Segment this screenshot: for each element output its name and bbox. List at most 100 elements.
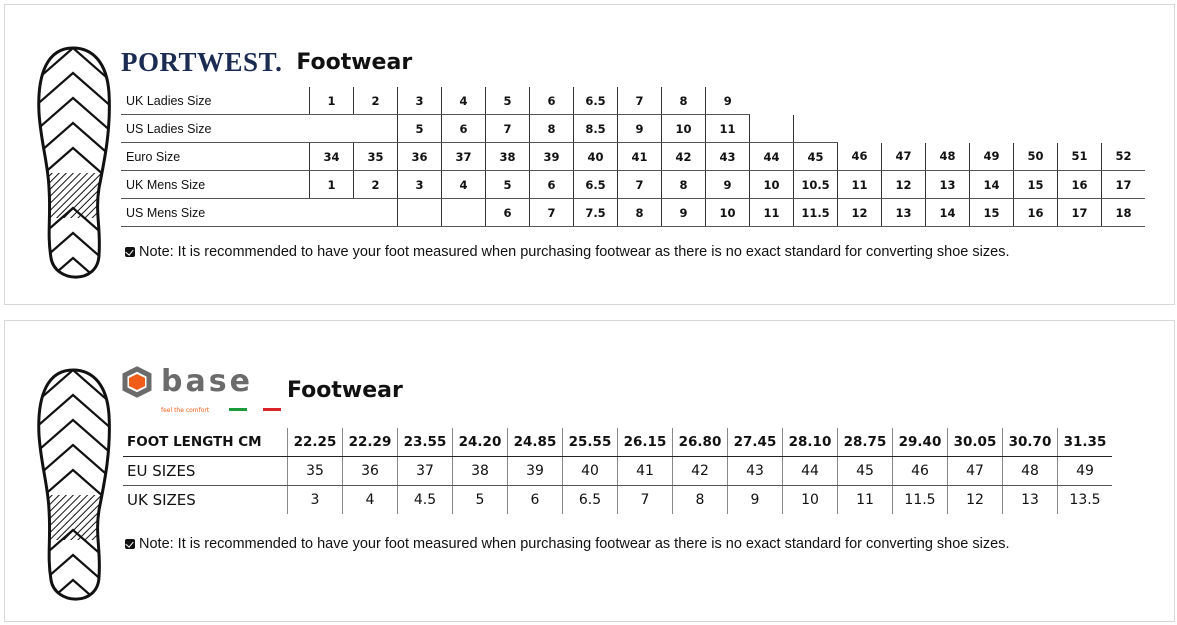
size-cell: 28.10 — [782, 428, 838, 457]
size-cell: 18 — [1101, 198, 1145, 227]
size-cell — [794, 87, 838, 115]
size-cell — [882, 87, 926, 115]
size-cell — [309, 114, 354, 143]
size-cell: 43 — [705, 142, 750, 171]
size-cell: 11.5 — [793, 198, 838, 227]
size-cell: 5 — [485, 170, 530, 199]
size-cell: 51 — [1057, 142, 1102, 171]
size-cell — [309, 198, 354, 227]
size-cell: 23.55 — [397, 428, 453, 457]
row-label: EU SIZES — [123, 456, 288, 486]
size-cell — [1014, 87, 1058, 115]
size-cell: 9 — [661, 198, 706, 227]
size-cell — [793, 114, 838, 143]
size-cell: 49 — [969, 142, 1014, 171]
size-cell — [970, 115, 1014, 143]
size-cell: 7 — [617, 170, 662, 199]
base-panel: base feel the comfort Footwear FOOT LENG… — [4, 320, 1175, 622]
size-cell: 13 — [1002, 485, 1058, 514]
note-text: Note: It is recommended to have your foo… — [139, 244, 1010, 260]
note-text: Note: It is recommended to have your foo… — [139, 536, 1010, 552]
base-note: Note: It is recommended to have your foo… — [125, 536, 1009, 552]
size-cell: 16 — [1013, 198, 1058, 227]
size-cell: 7 — [529, 198, 574, 227]
size-cell: 1 — [309, 87, 354, 115]
size-cell: 17 — [1057, 198, 1102, 227]
size-cell: 30.70 — [1002, 428, 1058, 457]
size-cell: 6 — [529, 87, 574, 115]
size-cell: 13 — [881, 198, 926, 227]
size-cell: 4 — [441, 87, 486, 115]
portwest-header: PORTWEST. Footwear — [121, 47, 412, 78]
base-tagline: feel the comfort — [161, 407, 210, 414]
size-cell: 36 — [397, 142, 442, 171]
size-cell: 46 — [837, 142, 882, 171]
size-cell: 8 — [661, 87, 706, 115]
size-cell — [926, 87, 970, 115]
shoe-sole-icon — [33, 365, 115, 610]
size-cell: 3 — [397, 170, 442, 199]
size-cell: 7 — [617, 485, 673, 514]
size-cell: 6 — [485, 198, 530, 227]
size-cell: 6.5 — [573, 170, 618, 199]
row-label: US Mens Size — [121, 198, 310, 227]
svg-text:base: base — [161, 365, 253, 399]
size-cell: 22.25 — [287, 428, 343, 457]
size-cell: 48 — [1002, 456, 1058, 486]
size-cell: 40 — [573, 142, 618, 171]
size-cell — [926, 115, 970, 143]
size-cell: 14 — [969, 170, 1014, 199]
size-cell: 13 — [925, 170, 970, 199]
size-cell: 6.5 — [562, 485, 618, 514]
size-cell: 42 — [661, 142, 706, 171]
row-label: UK Mens Size — [121, 170, 310, 199]
size-cell: 50 — [1013, 142, 1058, 171]
size-cell: 14 — [925, 198, 970, 227]
size-cell: 2 — [353, 87, 398, 115]
row-label: UK SIZES — [127, 491, 196, 509]
table-row: US Ladies Size 5 6 7 8 8.5 9 10 11 — [121, 114, 1146, 143]
table-row: Euro Size 34 35 36 37 38 39 40 41 42 43 44 45 46 47 48 4… — [121, 142, 1145, 171]
size-cell: 8 — [617, 198, 662, 227]
size-cell: 11 — [837, 170, 882, 199]
size-cell: 11 — [749, 198, 794, 227]
size-cell: 25.55 — [562, 428, 618, 457]
size-cell: 8 — [672, 485, 728, 514]
table-row: UK Mens Size 1 2 3 4 5 6 6.5 7 8 9 10 10.5 11 12 13 14 15… — [121, 170, 1145, 199]
size-cell: 5 — [485, 87, 530, 115]
size-cell: 24.20 — [452, 428, 508, 457]
size-cell: 3 — [287, 485, 343, 514]
size-cell — [838, 115, 882, 143]
size-cell: 45 — [837, 456, 893, 486]
size-cell — [1014, 115, 1058, 143]
size-cell: 28.75 — [837, 428, 893, 457]
size-cell: 12 — [837, 198, 882, 227]
size-cell: 44 — [782, 456, 838, 486]
size-cell: 8 — [661, 170, 706, 199]
portwest-note: Note: It is recommended to have your foo… — [125, 244, 1009, 260]
size-cell: 4.5 — [397, 485, 453, 514]
portwest-logo: PORTWEST. — [121, 47, 283, 77]
size-cell: 12 — [881, 170, 926, 199]
size-cell: 10 — [749, 170, 794, 199]
size-cell: 27.45 — [727, 428, 783, 457]
size-cell — [750, 87, 794, 115]
size-cell: 24.85 — [507, 428, 563, 457]
size-cell: 7 — [617, 87, 662, 115]
size-cell — [749, 114, 794, 143]
size-cell: 7 — [485, 114, 530, 143]
base-title: Footwear — [287, 377, 403, 403]
checkbox-icon — [125, 247, 135, 257]
size-cell — [1102, 115, 1146, 143]
size-cell: 45 — [793, 142, 838, 171]
size-cell: 47 — [947, 456, 1003, 486]
size-cell: 10.5 — [793, 170, 838, 199]
size-cell: 26.15 — [617, 428, 673, 457]
size-cell: 8.5 — [573, 114, 618, 143]
size-cell: 34 — [309, 142, 354, 171]
size-cell: 38 — [485, 142, 530, 171]
size-cell: 46 — [892, 456, 948, 486]
size-cell: 2 — [353, 170, 398, 199]
size-cell: 15 — [969, 198, 1014, 227]
size-cell — [838, 87, 882, 115]
